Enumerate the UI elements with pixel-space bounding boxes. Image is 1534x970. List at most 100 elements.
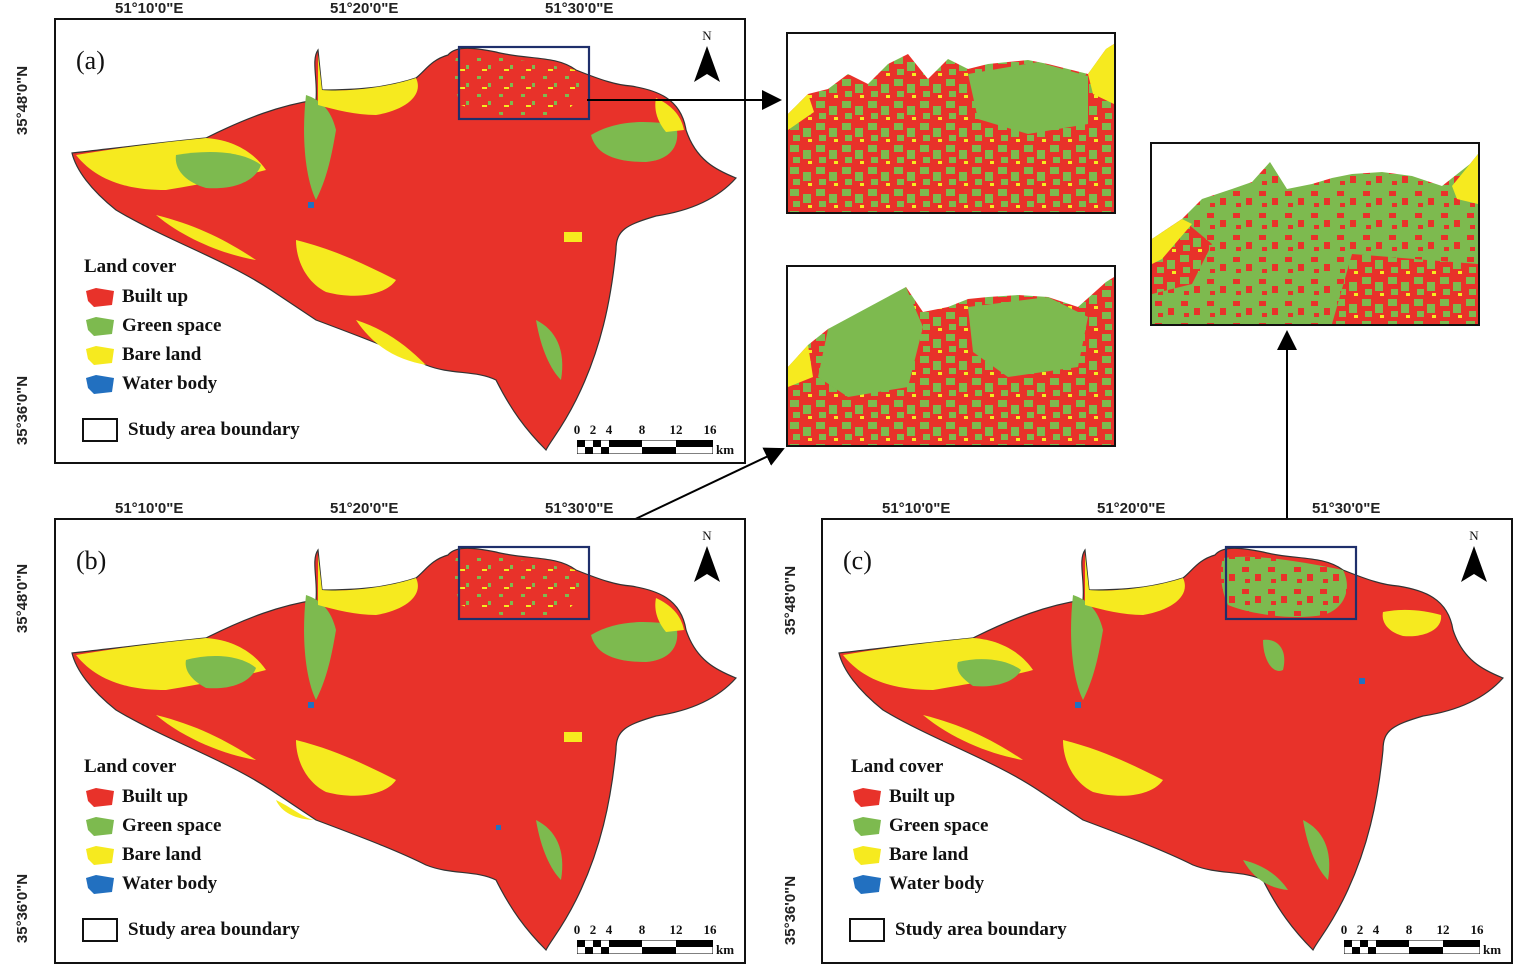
scale-tick: 8 <box>638 422 646 437</box>
legend-label: Built up <box>122 285 189 307</box>
legend-label: Bare land <box>889 843 969 865</box>
legend-label: Green space <box>889 814 989 836</box>
lon-tick: 51°30'0"E <box>545 500 614 517</box>
panel-label: (c) <box>843 546 872 575</box>
scale-tick: 8 <box>1405 922 1413 937</box>
legend-item: Bare land <box>851 840 988 869</box>
scale-unit: km <box>716 442 735 457</box>
scale-tick: 12 <box>1436 922 1450 937</box>
scale-tick: 16 <box>703 922 717 937</box>
scale-tick: 2 <box>1356 922 1364 937</box>
legend-label: Built up <box>122 785 189 807</box>
legend-title: Land cover <box>84 256 177 277</box>
lon-tick: 51°10'0"E <box>115 500 184 517</box>
bare-land-swatch-icon <box>86 845 114 865</box>
legend-item: Bare land <box>84 340 221 369</box>
north-label: N <box>702 528 712 543</box>
study-area-map <box>838 545 1505 952</box>
boundary-legend: Study area boundary <box>82 418 300 442</box>
north-arrow-icon <box>694 46 720 82</box>
water-body-swatch-icon <box>86 874 114 894</box>
legend: Land cover Built up Green space Bare lan… <box>84 756 221 898</box>
scale-bar: 0 2 4 8 12 16 km <box>574 422 744 462</box>
legend-item: Green space <box>851 811 988 840</box>
lon-tick: 51°10'0"E <box>882 500 951 517</box>
green-space-swatch-icon <box>86 816 114 836</box>
scale-tick: 8 <box>638 922 646 937</box>
map-frame: (a) N Land cover Built up Green space Ba… <box>54 18 746 464</box>
legend-item: Water body <box>851 869 988 898</box>
north-arrow: N <box>692 528 722 590</box>
legend-item: Bare land <box>84 840 221 869</box>
map-frame: (c) N Land cover Built up Green space Ba… <box>821 518 1513 964</box>
legend-label: Green space <box>122 314 222 336</box>
legend-label: Bare land <box>122 343 202 365</box>
legend-item: Built up <box>851 782 988 811</box>
lat-tick: 35°48'0"N <box>782 565 800 636</box>
north-label: N <box>1469 528 1479 543</box>
legend-label: Green space <box>122 814 222 836</box>
legend-title: Land cover <box>84 756 177 777</box>
legend-item: Water body <box>84 869 221 898</box>
boundary-label: Study area boundary <box>895 919 1067 940</box>
boundary-swatch-icon <box>82 418 118 442</box>
legend-item: Built up <box>84 282 221 311</box>
zoom-inset-a <box>786 32 1116 214</box>
legend-item: Green space <box>84 811 221 840</box>
panel-label: (a) <box>76 46 105 75</box>
scale-unit: km <box>716 942 735 957</box>
built-up-swatch-icon <box>86 787 114 807</box>
boundary-swatch-icon <box>849 918 885 942</box>
scale-tick: 4 <box>1372 922 1380 937</box>
lat-tick: 35°48'0"N <box>14 563 32 634</box>
boundary-label: Study area boundary <box>128 919 300 940</box>
scale-tick: 4 <box>605 922 613 937</box>
scale-graphic <box>577 940 713 954</box>
scale-tick: 4 <box>605 422 613 437</box>
built-up-swatch-icon <box>853 787 881 807</box>
panel-label: (b) <box>76 546 107 575</box>
study-area-map <box>71 45 738 452</box>
scale-bar: 0 2 4 8 12 16 km <box>1341 922 1511 962</box>
legend-label: Water body <box>122 372 218 394</box>
zoom-inset-c <box>1150 142 1480 326</box>
green-space-swatch-icon <box>853 816 881 836</box>
lon-tick: 51°20'0"E <box>330 500 399 517</box>
map-frame: (b) N Land cover Built up Green space Ba… <box>54 518 746 964</box>
legend-title: Land cover <box>851 756 944 777</box>
legend: Land cover Built up Green space Bare lan… <box>851 756 988 898</box>
scale-unit: km <box>1483 942 1502 957</box>
legend-item: Built up <box>84 782 221 811</box>
north-arrow: N <box>1459 528 1489 590</box>
legend-label: Built up <box>889 785 956 807</box>
lon-tick: 51°20'0"E <box>330 0 399 17</box>
water-body-swatch-icon <box>853 874 881 894</box>
boundary-label: Study area boundary <box>128 419 300 440</box>
scale-tick: 0 <box>1340 922 1348 937</box>
lat-tick: 35°36'0"N <box>14 873 32 944</box>
scale-tick: 0 <box>573 422 581 437</box>
north-arrow: N <box>692 28 722 90</box>
legend-label: Water body <box>122 872 218 894</box>
scale-graphic <box>1344 940 1480 954</box>
built-up-swatch-icon <box>86 287 114 307</box>
scale-tick: 2 <box>589 922 597 937</box>
bare-land-swatch-icon <box>86 345 114 365</box>
zoom-box <box>457 545 591 621</box>
scale-tick: 2 <box>589 422 597 437</box>
scale-tick: 16 <box>703 422 717 437</box>
zoom-inset-b <box>786 265 1116 447</box>
lon-tick: 51°30'0"E <box>545 0 614 17</box>
boundary-swatch-icon <box>82 918 118 942</box>
lon-tick: 51°20'0"E <box>1097 500 1166 517</box>
north-arrow-icon <box>1461 546 1487 582</box>
legend-item: Green space <box>84 311 221 340</box>
legend: Land cover Built up Green space Bare lan… <box>84 256 221 398</box>
scale-tick: 12 <box>669 422 683 437</box>
study-area-map <box>71 545 738 952</box>
legend-label: Water body <box>889 872 985 894</box>
scale-tick: 12 <box>669 922 683 937</box>
boundary-legend: Study area boundary <box>849 918 1067 942</box>
scale-bar: 0 2 4 8 12 16 km <box>574 922 744 962</box>
water-body-swatch-icon <box>86 374 114 394</box>
